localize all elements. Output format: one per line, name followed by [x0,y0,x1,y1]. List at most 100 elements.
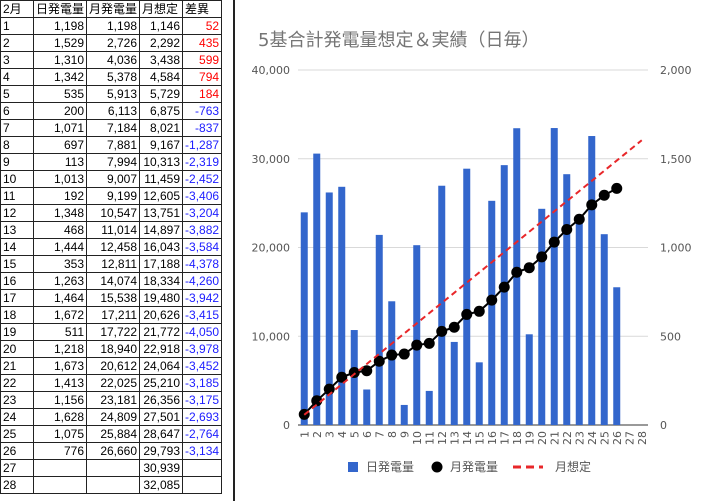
bar [500,165,508,425]
row: 2 1,529 2,726 2,292 435 [0,34,223,52]
cell: 10,547 [86,204,141,222]
cell: 1,464 [32,289,88,307]
y2-tick-label: 500 [660,330,681,343]
point [436,325,448,337]
x-tick-label: 15 [473,431,486,445]
x-tick-label: 27 [623,431,636,445]
x-tick-label: 17 [498,431,511,445]
y-tick-label: 30,000 [252,153,291,166]
row: 18 1,672 17,211 20,626 -3,415 [0,306,223,324]
row: 7 1,071 7,184 8,021 -837 [0,119,223,137]
x-tick-label: 9 [398,431,411,438]
legend-label: 月発電量 [450,460,498,474]
point [561,224,573,236]
point [361,365,373,377]
cell: 9,199 [86,187,141,205]
x-tick-label: 13 [448,431,461,445]
bar [388,301,396,425]
x-tick-label: 2 [311,431,324,438]
x-tick-label: 28 [636,431,649,445]
bar [363,389,371,425]
cell: 22,918 [139,340,184,358]
cell: 1,218 [32,340,88,358]
legend-swatch [431,461,443,473]
cell: 10,313 [139,153,184,171]
cell: 1,146 [139,17,184,35]
cell: -2,693 [182,408,223,426]
point [336,371,348,383]
legend-label: 月想定 [555,459,591,474]
cell: 4,036 [86,51,141,69]
header-cell: 差異 [182,0,223,18]
cell: 12,458 [86,238,141,256]
point [411,339,423,351]
bar [575,219,583,425]
y-tick-label: 20,000 [252,242,291,255]
bar [425,390,433,425]
bar [475,362,483,425]
row: 17 1,464 15,538 19,480 -3,942 [0,289,223,307]
bar [488,200,496,425]
point [548,236,560,248]
point [473,305,485,317]
chart-title: 5基合計発電量想定＆実績（日毎） [258,30,539,51]
point [423,337,435,349]
x-tick-label: 14 [461,431,474,445]
x-tick-label: 6 [361,431,374,438]
point [611,182,623,194]
x-tick-label: 21 [548,431,561,445]
point [573,213,585,225]
cell: -2,764 [182,425,223,443]
cell: -837 [182,119,223,137]
x-tick-label: 1 [298,431,311,438]
cell: 3,438 [139,51,184,69]
y-tick-label: 40,000 [252,64,291,77]
bar [550,128,558,426]
point [536,251,548,263]
x-tick-label: 5 [348,431,361,438]
line [303,139,643,416]
x-tick-label: 22 [561,431,574,445]
x-tick-label: 12 [436,431,449,445]
y2-tick-label: 1,500 [660,153,692,166]
bar [563,174,571,425]
cell: -2,319 [182,153,223,171]
cell [32,476,88,494]
cell: 25,884 [86,425,141,443]
cell: 17,722 [86,323,141,341]
row: 13 468 11,014 14,897 -3,882 [0,221,223,239]
cell: 15,538 [86,289,141,307]
y2-tick-label: 1,000 [660,242,692,255]
cell: 25,210 [139,374,184,392]
y2-tick-label: 0 [660,419,667,432]
x-tick-label: 16 [486,431,499,445]
point [598,189,610,201]
x-tick-label: 26 [611,431,624,445]
x-tick-label: 20 [536,431,549,445]
cell: -3,415 [182,306,223,324]
y-tick-label: 10,000 [252,330,291,343]
legend-label: 日発電量 [366,460,414,474]
cell: 21,772 [139,323,184,341]
cell: 11,459 [139,170,184,188]
cell: 11,014 [86,221,141,239]
cell: 435 [182,34,223,52]
point [373,355,385,367]
point [398,348,410,360]
cell: -3,406 [182,187,223,205]
point [386,349,398,361]
cell: 14,074 [86,272,141,290]
row: 14 1,444 12,458 16,043 -3,584 [0,238,223,256]
point [523,262,535,274]
bar [525,334,533,425]
cell: 28 [0,476,34,494]
row: 3 1,310 4,036 3,438 599 [0,51,223,69]
bar [438,185,446,425]
row: 21 1,673 20,612 24,064 -3,452 [0,357,223,375]
cell: 12,605 [139,187,184,205]
bar [538,208,546,425]
cell: 27 [0,459,34,477]
sheet-table: 2月 日発電量 月発電量 月想定 差異 1 1,198 1,198 1,146 52 2 1,529 2… [0,0,223,494]
point [486,294,498,306]
cell: 24,809 [86,408,141,426]
